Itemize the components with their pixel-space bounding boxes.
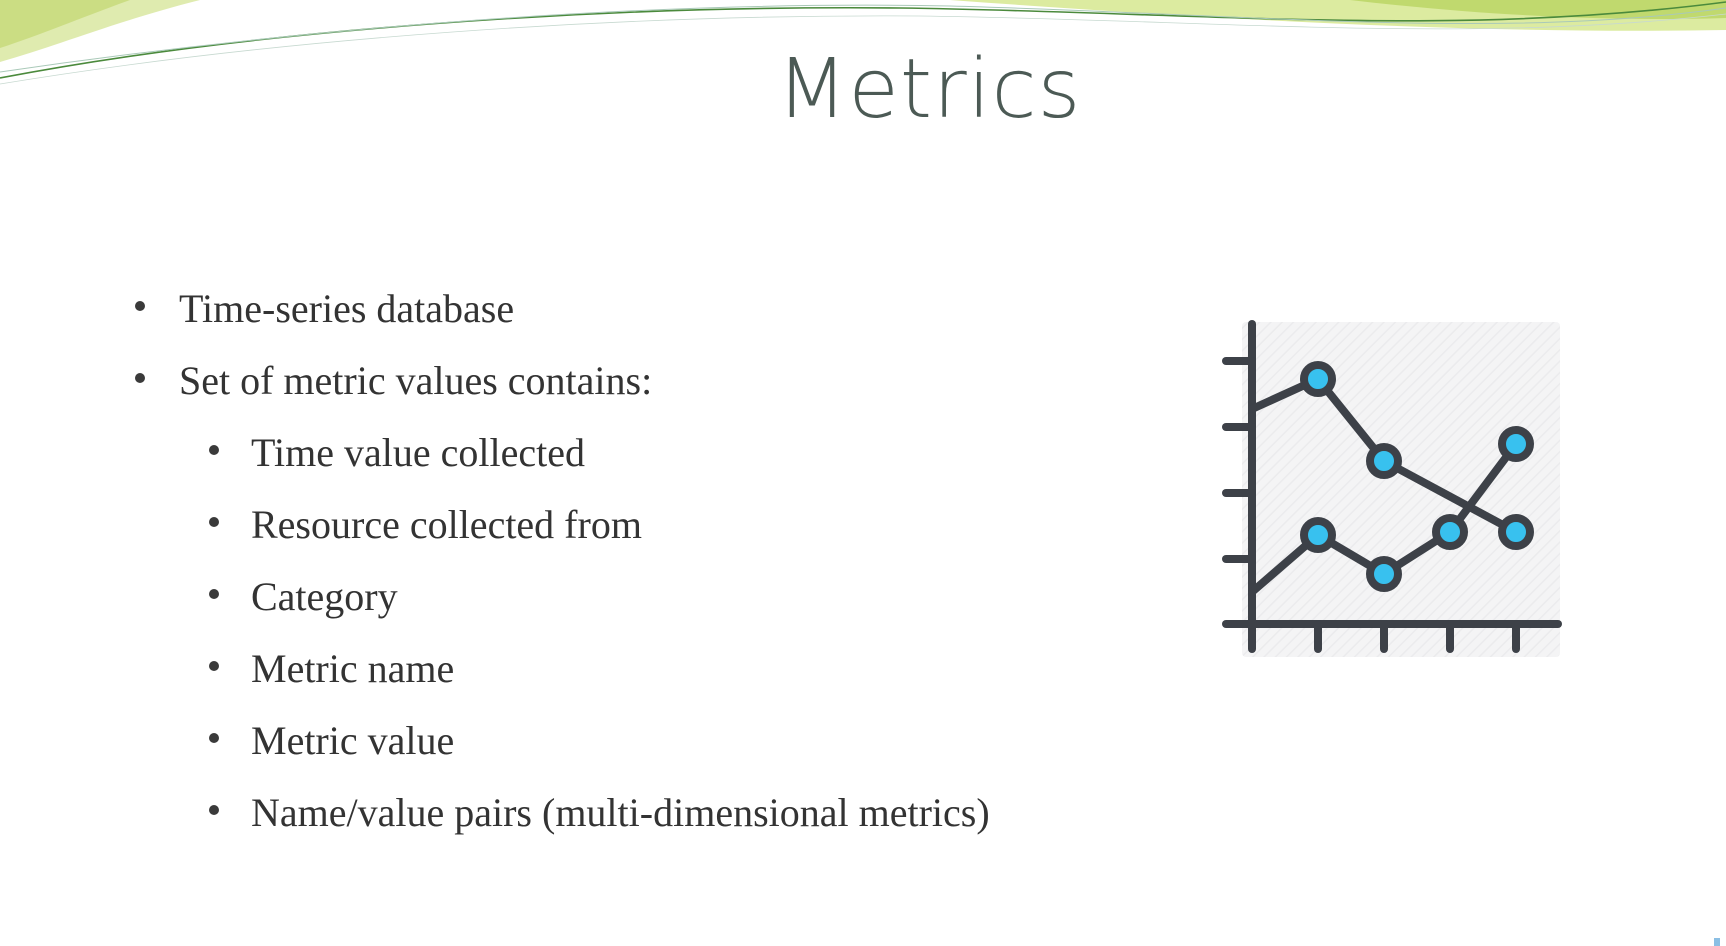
bullet-item: Resource collected from bbox=[209, 501, 642, 549]
bullet-text: Name/value pairs (multi-dimensional metr… bbox=[251, 790, 990, 835]
bullet-dot-icon bbox=[135, 373, 145, 383]
bullet-item: Time-series database bbox=[135, 285, 515, 333]
bullet-item: Metric value bbox=[209, 717, 455, 765]
bullet-item: Name/value pairs (multi-dimensional metr… bbox=[209, 789, 990, 837]
bullet-item: Metric name bbox=[209, 645, 455, 693]
bullet-dot-icon bbox=[209, 661, 219, 671]
bullet-dot-icon bbox=[209, 589, 219, 599]
bullet-text: Set of metric values contains: bbox=[179, 358, 653, 403]
bullet-text: Time-series database bbox=[179, 286, 515, 331]
bullet-text: Metric value bbox=[251, 718, 455, 763]
bullet-dot-icon bbox=[209, 733, 219, 743]
bullet-text: Category bbox=[251, 574, 398, 619]
bullet-dot-icon bbox=[209, 517, 219, 527]
bullet-dot-icon bbox=[209, 445, 219, 455]
bullet-dot-icon bbox=[209, 805, 219, 815]
corner-indicator bbox=[1714, 938, 1720, 946]
line-chart-icon bbox=[1222, 320, 1562, 657]
bullet-text: Metric name bbox=[251, 646, 455, 691]
slide-title: Metrics bbox=[776, 42, 1082, 137]
bullet-item: Category bbox=[209, 573, 398, 621]
bullet-text: Resource collected from bbox=[251, 502, 642, 547]
header-swoosh-decoration bbox=[0, 0, 1726, 85]
bullet-item: Time value collected bbox=[209, 429, 585, 477]
bullet-text: Time value collected bbox=[251, 430, 585, 475]
bullet-dot-icon bbox=[135, 301, 145, 311]
bullet-item: Set of metric values contains: bbox=[135, 357, 653, 405]
